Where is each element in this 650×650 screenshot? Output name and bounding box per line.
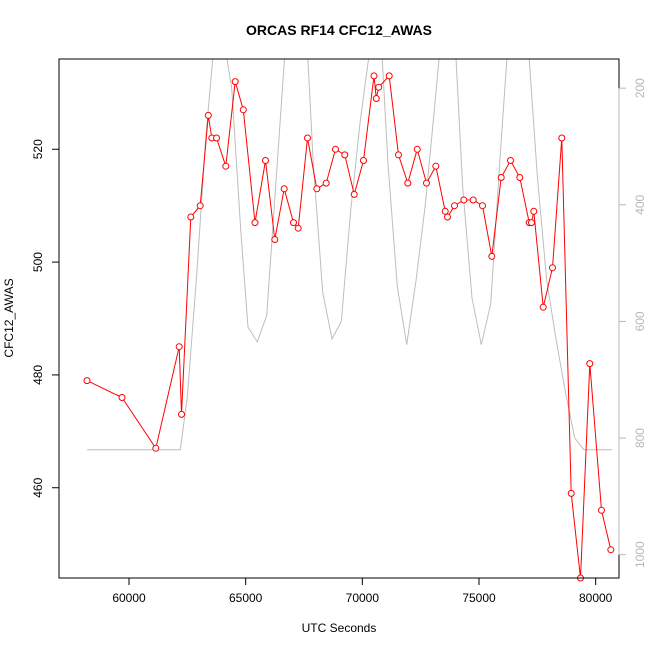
data-point xyxy=(395,151,402,159)
data-point xyxy=(413,145,421,153)
data-point xyxy=(507,157,514,164)
data-point xyxy=(444,213,451,221)
data-point xyxy=(213,134,220,142)
data-point xyxy=(313,185,321,193)
x-tick-label: 70000 xyxy=(346,591,380,605)
data-point xyxy=(451,202,458,210)
data-point xyxy=(360,157,367,164)
data-point xyxy=(290,219,297,227)
axes-layer: 60000 65000 70000 75000 80000 460 480 500 520 200… xyxy=(31,58,647,605)
data-point xyxy=(404,179,412,187)
data-point xyxy=(231,78,239,86)
data-point xyxy=(567,489,575,497)
data-point xyxy=(187,213,195,221)
x-axis-label: UTC Seconds xyxy=(302,621,377,635)
data-point xyxy=(441,207,449,215)
data-point xyxy=(423,179,430,187)
secondary-series-layer xyxy=(87,59,612,451)
data-point xyxy=(118,394,126,401)
x-tick-label: 60000 xyxy=(112,591,146,605)
data-point xyxy=(432,162,440,170)
data-point xyxy=(152,444,160,452)
data-point xyxy=(196,202,204,210)
data-point xyxy=(341,151,349,159)
chart-title: ORCAS RF14 CFC12_AWAS xyxy=(246,22,432,38)
data-point xyxy=(204,111,212,119)
y-tick-label: 480 xyxy=(31,365,45,385)
data-point xyxy=(294,224,302,232)
data-point xyxy=(332,145,339,153)
data-point xyxy=(271,236,279,243)
data-point xyxy=(598,506,605,514)
data-point xyxy=(350,190,358,198)
data-point xyxy=(385,72,393,80)
x-tick-label: 80000 xyxy=(579,591,613,605)
primary-series-layer xyxy=(83,72,615,582)
x-tick-label: 75000 xyxy=(462,591,496,605)
data-point xyxy=(83,377,91,385)
y2-tick-label: 600 xyxy=(633,311,647,331)
data-point xyxy=(549,264,556,272)
x-tick-label: 65000 xyxy=(229,591,263,605)
y-tick-label: 460 xyxy=(31,477,45,497)
y2-tick-label: 1000 xyxy=(633,541,647,568)
secondary-series-line xyxy=(87,59,612,451)
data-point xyxy=(375,83,383,91)
data-point xyxy=(251,219,259,227)
data-point xyxy=(239,106,247,114)
data-point xyxy=(370,72,378,80)
y2-tick-label: 800 xyxy=(633,428,647,448)
data-point xyxy=(497,174,505,181)
data-point xyxy=(262,157,269,164)
y2-tick-label: 400 xyxy=(633,194,647,214)
data-point xyxy=(528,219,535,227)
data-point xyxy=(558,134,566,142)
data-point xyxy=(304,134,311,142)
data-point xyxy=(222,162,230,170)
y-tick-label: 520 xyxy=(31,139,45,159)
data-point xyxy=(539,303,547,311)
data-point xyxy=(479,202,486,210)
data-point xyxy=(516,174,524,181)
data-point xyxy=(175,343,183,351)
y-axis-label: CFC12_AWAS xyxy=(2,278,16,357)
primary-series-line xyxy=(86,74,612,579)
data-point xyxy=(372,95,380,102)
y-tick-label: 500 xyxy=(31,252,45,272)
data-point xyxy=(460,196,468,204)
y2-tick-label: 200 xyxy=(633,78,647,98)
data-point xyxy=(469,196,477,204)
data-point xyxy=(322,179,330,187)
data-point xyxy=(488,252,496,260)
data-point xyxy=(178,410,185,418)
data-point xyxy=(280,185,288,193)
data-point xyxy=(607,546,615,554)
data-point xyxy=(586,360,594,368)
data-point xyxy=(530,207,538,215)
